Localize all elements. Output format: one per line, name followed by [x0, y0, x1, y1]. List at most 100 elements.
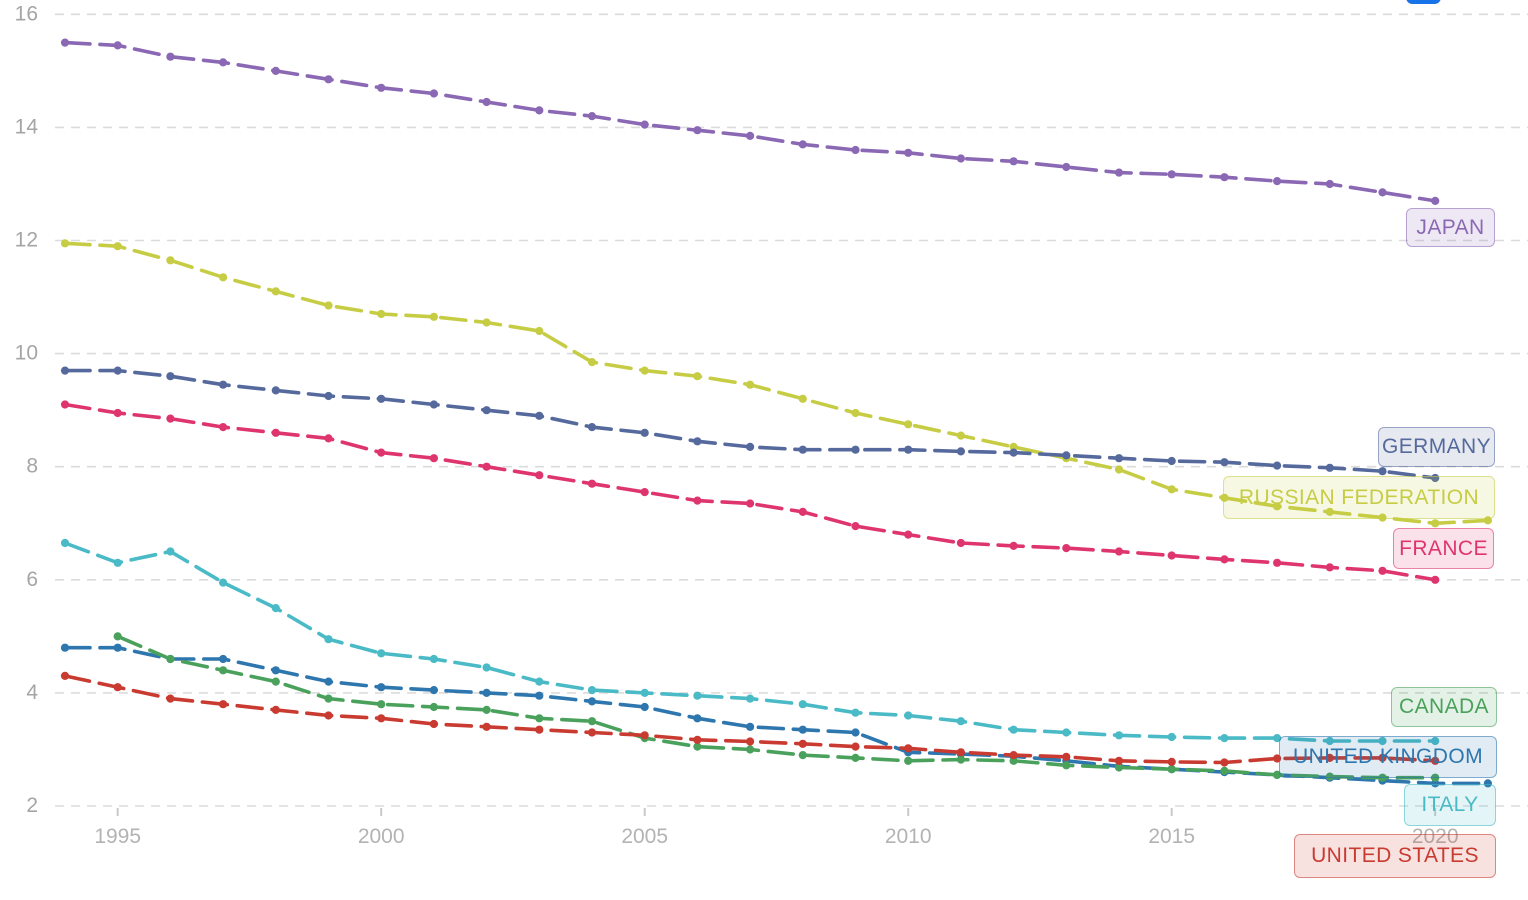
- data-point: [166, 547, 175, 556]
- y-tick-label: 16: [15, 2, 38, 25]
- data-point: [640, 120, 649, 129]
- partial-blue-button[interactable]: [1406, 0, 1441, 4]
- data-point: [113, 643, 122, 652]
- data-point: [1009, 725, 1018, 734]
- data-point: [1114, 168, 1124, 177]
- data-point: [1483, 779, 1492, 788]
- data-point: [324, 75, 333, 84]
- data-point: [587, 358, 597, 367]
- data-point: [219, 654, 228, 664]
- data-point: [1220, 734, 1229, 743]
- data-point: [482, 318, 491, 327]
- data-point: [1062, 544, 1071, 553]
- data-point: [113, 632, 122, 641]
- data-point: [1431, 519, 1440, 528]
- x-tick-label: 2005: [621, 825, 668, 848]
- data-point: [429, 312, 438, 321]
- data-point: [271, 428, 280, 437]
- data-point: [113, 41, 122, 50]
- data-point: [851, 522, 860, 531]
- data-point: [113, 242, 122, 251]
- series-line: [63, 241, 1490, 526]
- x-tick-label: 2015: [1148, 825, 1195, 848]
- data-point: [1325, 753, 1334, 763]
- data-point: [271, 677, 280, 686]
- data-point: [956, 538, 966, 548]
- x-tick-label: 1995: [94, 825, 141, 848]
- data-point: [271, 604, 280, 613]
- data-point: [956, 755, 966, 764]
- data-point: [377, 714, 386, 723]
- data-point: [798, 445, 807, 454]
- data-point: [1273, 558, 1282, 567]
- data-point: [1325, 736, 1334, 746]
- data-point: [1378, 467, 1387, 476]
- y-tick-label: 8: [26, 455, 38, 478]
- data-point: [693, 496, 702, 505]
- data-point: [746, 745, 755, 754]
- data-point: [271, 666, 280, 675]
- x-tick-label: 2010: [885, 825, 932, 848]
- data-point: [429, 454, 438, 463]
- data-point: [851, 742, 860, 751]
- data-point: [1114, 454, 1124, 463]
- data-point: [640, 488, 649, 497]
- data-point: [324, 677, 333, 686]
- data-point: [956, 447, 966, 456]
- data-point: [1009, 448, 1018, 457]
- data-point: [693, 126, 702, 135]
- data-point: [482, 406, 491, 415]
- series-label-france: FRANCE: [1393, 528, 1494, 569]
- data-point: [851, 708, 860, 717]
- data-point: [1220, 766, 1229, 776]
- data-point: [798, 140, 807, 149]
- data-point: [219, 578, 228, 587]
- data-point: [798, 700, 807, 709]
- data-point: [904, 420, 913, 429]
- data-point: [60, 38, 70, 47]
- data-point: [1114, 547, 1124, 556]
- data-point: [904, 756, 913, 765]
- data-point: [640, 731, 649, 740]
- data-point: [219, 380, 228, 389]
- data-point: [60, 538, 70, 548]
- data-point: [1009, 541, 1018, 551]
- data-point: [640, 366, 649, 375]
- series-label-canada: CANADA: [1391, 687, 1497, 727]
- data-point: [1325, 772, 1334, 781]
- data-point: [535, 106, 544, 115]
- data-point: [1431, 196, 1440, 205]
- data-point: [271, 705, 280, 715]
- data-point: [1009, 751, 1018, 760]
- data-point: [535, 677, 544, 686]
- series-line: [115, 634, 1437, 780]
- data-point: [482, 462, 491, 471]
- data-point: [1114, 763, 1124, 772]
- data-point: [956, 717, 966, 726]
- data-point: [324, 694, 333, 703]
- data-point: [166, 654, 175, 664]
- data-point: [640, 428, 649, 437]
- data-point: [1273, 461, 1282, 470]
- data-point: [693, 742, 702, 751]
- data-point: [1167, 757, 1176, 767]
- data-point: [956, 154, 966, 163]
- data-point: [324, 711, 333, 720]
- data-point: [798, 739, 807, 748]
- y-tick-label: 14: [15, 115, 39, 138]
- data-point: [166, 52, 175, 61]
- data-point: [1378, 513, 1387, 522]
- data-point: [166, 414, 175, 423]
- data-point: [587, 686, 597, 695]
- data-point: [851, 728, 860, 737]
- data-point: [60, 239, 70, 248]
- data-point: [587, 728, 597, 737]
- data-point: [1062, 728, 1071, 737]
- data-point: [1062, 162, 1071, 172]
- data-point: [1325, 507, 1334, 516]
- data-point: [1431, 473, 1440, 483]
- data-point: [693, 691, 702, 700]
- data-point: [746, 442, 755, 451]
- data-point: [640, 702, 649, 712]
